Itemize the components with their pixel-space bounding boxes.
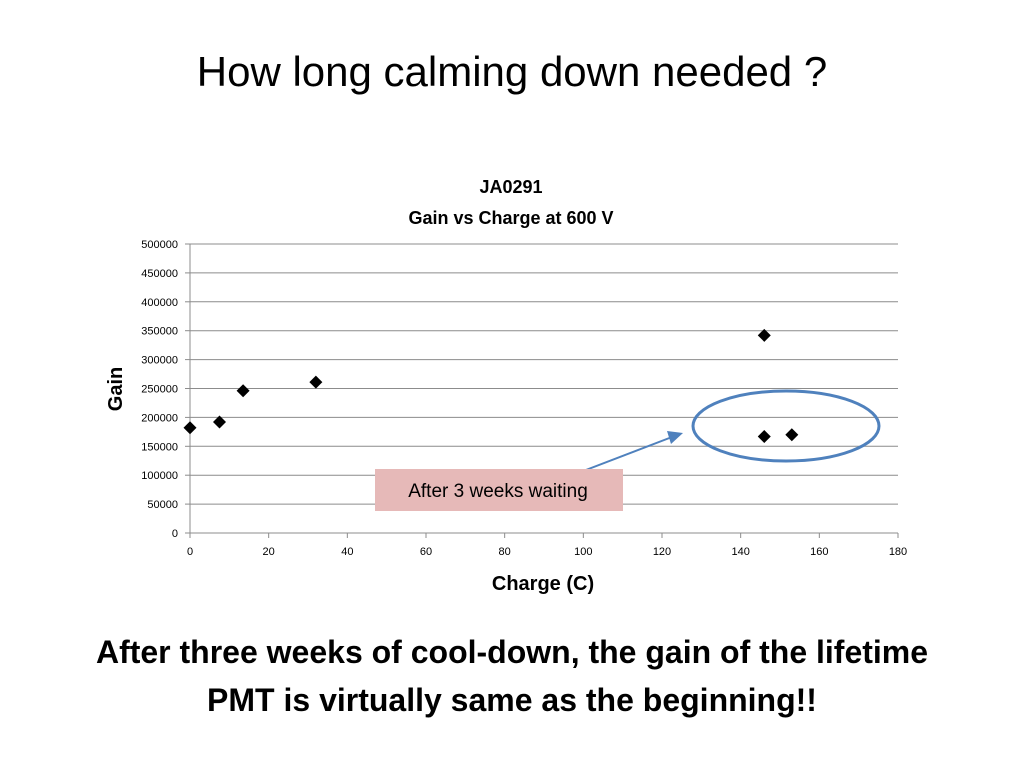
x-tick-label: 80 xyxy=(499,546,511,558)
x-tick-label: 60 xyxy=(420,546,432,558)
y-tick-label: 150000 xyxy=(141,441,178,453)
y-tick-label: 0 xyxy=(172,528,178,540)
x-tick-label: 160 xyxy=(810,546,828,558)
y-tick-label: 50000 xyxy=(147,499,178,511)
highlight-ellipse xyxy=(691,389,881,463)
annotation-arrowhead xyxy=(667,431,683,444)
conclusion-line-1: After three weeks of cool-down, the gain… xyxy=(95,634,929,670)
conclusion-line-2: PMT is virtually same as the beginning!! xyxy=(207,682,817,718)
data-point-diamond xyxy=(757,328,771,342)
tick-labels: 0 50000 100000 150000 200000 250000 300000 3500… xyxy=(141,239,907,558)
annotation: After 3 weeks waiting xyxy=(375,389,881,511)
y-tick-label: 450000 xyxy=(141,268,178,280)
x-tick-label: 0 xyxy=(187,546,193,558)
chart-subtitle: Gain vs Charge at 600 V xyxy=(408,208,613,228)
x-tick-label: 100 xyxy=(574,546,592,558)
x-tick-label: 120 xyxy=(653,546,671,558)
y-axis-label: Gain xyxy=(105,367,127,411)
y-tick-label: 100000 xyxy=(141,470,178,482)
data-point-diamond xyxy=(213,415,226,429)
x-tick-label: 180 xyxy=(889,546,907,558)
y-tick-label: 500000 xyxy=(141,239,178,251)
y-tick-label: 300000 xyxy=(141,355,178,367)
data-point-diamond xyxy=(757,429,771,443)
y-tick-label: 250000 xyxy=(141,384,178,396)
y-tick-label: 400000 xyxy=(141,297,178,309)
data-point-diamond xyxy=(183,421,197,435)
data-point-diamond xyxy=(236,384,250,398)
y-tick-label: 350000 xyxy=(141,326,178,338)
x-tick-label: 140 xyxy=(731,546,749,558)
annotation-text: After 3 weeks waiting xyxy=(408,481,588,502)
conclusion-text: After three weeks of cool-down, the gain… xyxy=(20,628,1004,724)
x-tick-label: 20 xyxy=(263,546,275,558)
chart-title: JA0291 xyxy=(479,177,542,197)
data-point-diamond xyxy=(309,375,323,389)
axes xyxy=(185,243,899,538)
data-point-diamond xyxy=(785,428,799,442)
y-tick-label: 200000 xyxy=(141,412,178,424)
x-axis-label: Charge (C) xyxy=(492,573,594,595)
annotation-box xyxy=(375,469,623,511)
data-points xyxy=(183,328,799,443)
x-tick-label: 40 xyxy=(341,546,353,558)
slide-title: How long calming down needed ? xyxy=(196,48,828,95)
gridlines xyxy=(190,243,898,505)
